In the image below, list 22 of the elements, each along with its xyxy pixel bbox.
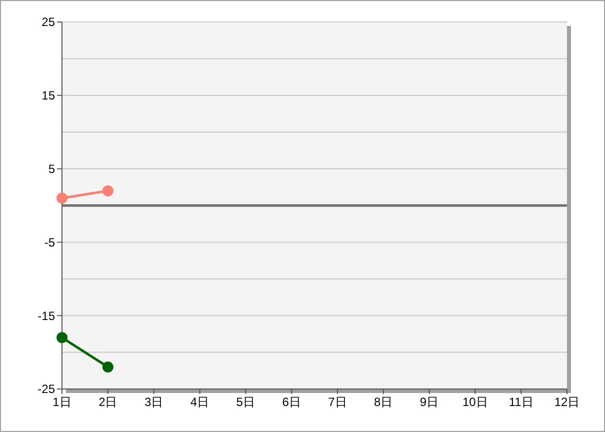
x-tick-label: 8日 [374,395,393,409]
x-tick-label: 3日 [144,395,164,409]
x-tick-label: 5日 [236,395,255,409]
y-tick-label: 15 [42,88,56,103]
point [56,332,68,344]
x-tick-label: 2日 [98,395,118,409]
y-tick-label: 5 [48,162,56,176]
x-tick-label: 4日 [190,395,210,409]
x-tick-label: 11日 [508,395,534,409]
y-tick-label: -5 [44,235,56,250]
x-tick-label: 9日 [420,395,439,409]
x-tick-label: 7日 [328,395,347,409]
point [102,185,114,196]
y-tick-label: -25 [38,382,56,396]
x-tick-label: 10日 [462,395,488,409]
point [102,361,114,372]
y-tick-label: 25 [42,15,56,30]
point [56,192,68,204]
x-tick-label: 12日 [554,395,580,409]
x-tick-label: 6日 [282,395,301,409]
x-tick-label: 1日 [52,395,72,409]
y-tick-label: -15 [38,308,56,323]
